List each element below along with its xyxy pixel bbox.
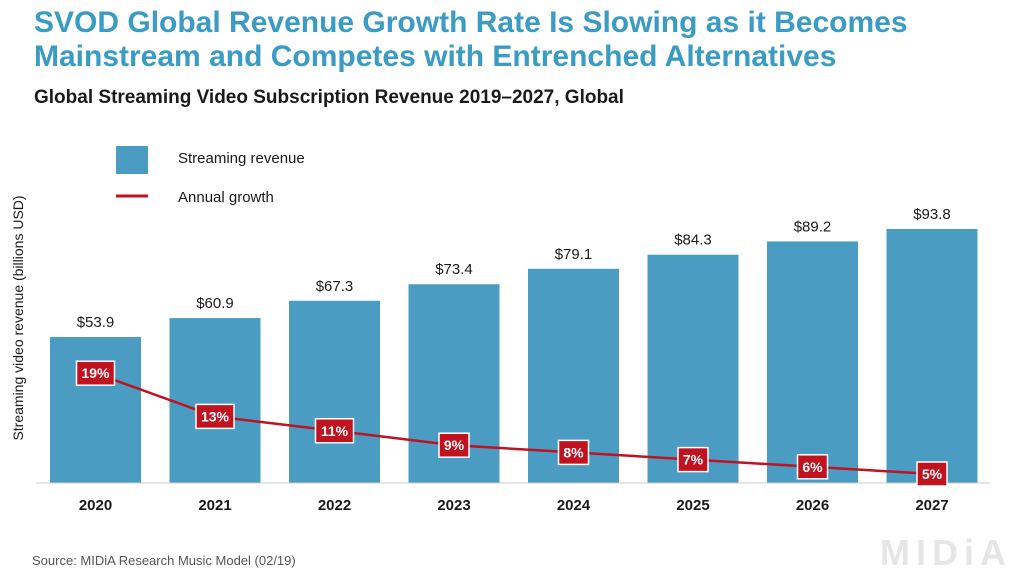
growth-label-text: 9% (444, 437, 465, 453)
legend-bar-label: Streaming revenue (178, 150, 305, 167)
growth-label-box (916, 461, 948, 487)
growth-label-text: 5% (922, 466, 943, 482)
growth-label-2020: 19% (75, 360, 116, 386)
growth-label-2023: 9% (438, 432, 470, 458)
bar-value-label: $53.9 (77, 314, 115, 331)
bar-2026 (767, 241, 858, 483)
bar-value-label: $93.8 (913, 206, 951, 223)
bar-value-label: $79.1 (555, 246, 593, 263)
bar-2025 (647, 254, 739, 483)
growth-label-2022: 11% (314, 418, 355, 444)
growth-label-text: 11% (321, 423, 349, 439)
labels-layer: $53.9 2020 $60.9 2021 $67.3 2022 $73.4 2023 $79.… (75, 206, 951, 514)
growth-label-text: 6% (802, 459, 823, 475)
growth-label-box (438, 432, 470, 458)
bar-2021 (169, 318, 261, 483)
bar-2020 (50, 337, 141, 483)
x-tick-label: 2026 (796, 497, 829, 514)
growth-label-2021: 13% (195, 403, 235, 430)
growth-line-layer (95, 372, 933, 476)
bar-value-label: $67.3 (316, 278, 354, 295)
bar-value-label: $73.4 (435, 261, 473, 278)
bar-2027 (886, 229, 978, 483)
x-tick-label: 2025 (676, 497, 709, 514)
growth-label-text: 13% (201, 408, 230, 424)
growth-label-text: 8% (563, 444, 584, 460)
x-tick-label: 2021 (198, 497, 231, 514)
x-tick-label: 2027 (915, 497, 948, 514)
bar-2022 (289, 300, 380, 483)
bar-value-label: $89.2 (794, 218, 832, 235)
growth-label-box (195, 403, 235, 430)
source-note: Source: MIDiA Research Music Model (02/1… (32, 553, 296, 568)
legend-line-label: Annual growth (178, 189, 274, 206)
x-tick-label: 2024 (557, 497, 591, 514)
growth-label-2024: 8% (557, 439, 590, 466)
growth-label-text: 7% (683, 452, 704, 468)
growth-line (95, 372, 933, 476)
bar-value-label: $84.3 (674, 232, 712, 249)
growth-label-box (557, 439, 590, 466)
x-tick-label: 2020 (79, 497, 112, 514)
growth-label-box (796, 454, 829, 480)
legend-bar-swatch (116, 146, 148, 174)
growth-label-2026: 6% (796, 454, 829, 480)
y-axis-title: Streaming video revenue (billions USD) (10, 195, 26, 440)
bar-value-label: $60.9 (196, 295, 234, 312)
growth-label-box (677, 446, 709, 473)
bars-layer (50, 229, 978, 483)
x-tick-label: 2023 (437, 497, 470, 514)
midia-logo: MIDiA (880, 532, 1012, 573)
chart-subtitle: Global Streaming Video Subscription Reve… (34, 87, 624, 108)
chart-title: SVOD Global Revenue Growth Rate Is Slowi… (34, 6, 908, 73)
x-tick-label: 2022 (318, 497, 351, 514)
growth-label-2027: 5% (916, 461, 948, 487)
growth-label-box (75, 360, 116, 386)
growth-label-text: 19% (81, 365, 110, 381)
growth-label-2025: 7% (677, 446, 709, 473)
growth-label-box (314, 418, 355, 444)
